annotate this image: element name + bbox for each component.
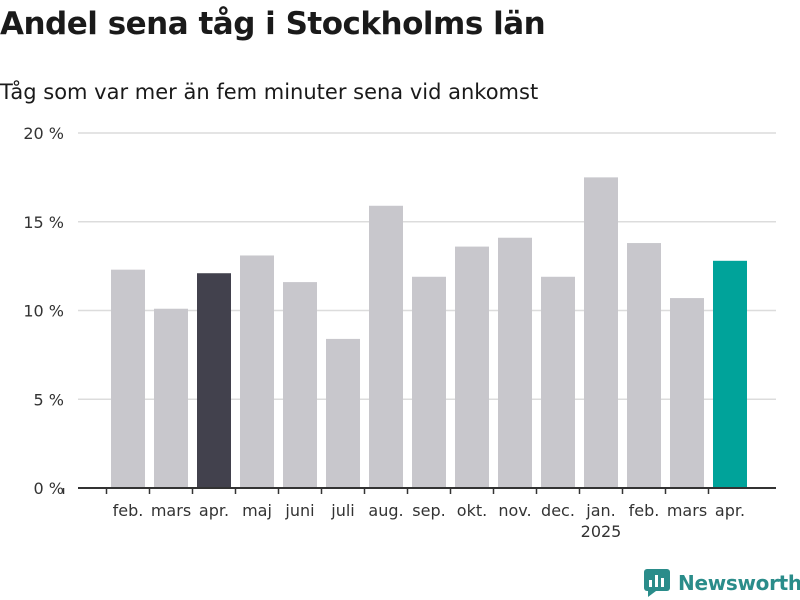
bar — [498, 237, 532, 488]
bar — [412, 276, 446, 488]
x-tick-label: maj — [242, 501, 272, 520]
newsworthy-logo-icon — [644, 569, 670, 597]
bar — [369, 205, 403, 488]
chart-subtitle: Tåg som var mer än fem minuter sena vid … — [0, 80, 539, 104]
bar — [111, 269, 145, 488]
year-label: 2025 — [581, 522, 622, 541]
y-tick-label: 5 % — [34, 390, 64, 409]
y-tick-label: 20 % — [23, 124, 64, 143]
bar — [713, 260, 747, 488]
bar — [240, 255, 274, 488]
x-tick-label: juli — [330, 501, 354, 520]
y-tick-label: 10 % — [23, 302, 64, 321]
x-tick-label: okt. — [457, 501, 487, 520]
y-tick-label: 0 % — [34, 479, 64, 498]
bar — [584, 177, 618, 488]
x-tick-label: sep. — [412, 501, 445, 520]
x-tick-label: apr. — [715, 501, 745, 520]
bar — [455, 246, 489, 488]
x-tick-label: jan. — [585, 501, 615, 520]
bar — [283, 282, 317, 488]
y-tick-label: 15 % — [23, 213, 64, 232]
bar — [154, 308, 188, 488]
bar — [627, 243, 661, 488]
x-tick-label: feb. — [629, 501, 660, 520]
bar-chart: 0 % 5 % 10 % 15 % 20 % feb. mars apr. maj juni jul… — [23, 124, 776, 541]
x-tick-label: aug. — [368, 501, 403, 520]
x-tick-label: dec. — [541, 501, 575, 520]
chart-title: Andel sena tåg i Stockholms län — [0, 6, 546, 42]
x-tick-label: juni — [284, 501, 314, 520]
bar — [197, 273, 231, 488]
brand-name: Newsworthy — [678, 571, 800, 595]
x-tick-label: mars — [667, 501, 707, 520]
bar — [326, 338, 360, 488]
x-tick-label: apr. — [199, 501, 229, 520]
bar — [670, 298, 704, 488]
newsworthy-logo: Newsworthy — [644, 569, 800, 597]
x-tick-label: feb. — [113, 501, 144, 520]
bar — [541, 276, 575, 488]
x-tick-label: mars — [151, 501, 191, 520]
x-tick-label: nov. — [498, 501, 531, 520]
